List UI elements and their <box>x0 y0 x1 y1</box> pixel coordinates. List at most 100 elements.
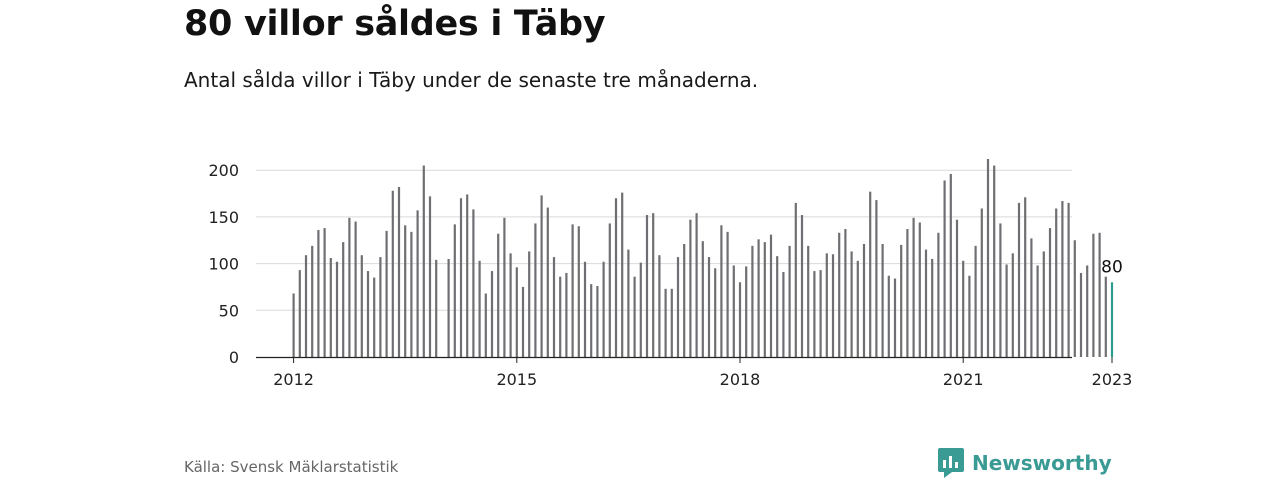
y-tick-label: 50 <box>219 301 239 320</box>
bar <box>583 261 587 357</box>
bar <box>596 286 599 357</box>
bar <box>373 277 376 357</box>
y-tick-label: 200 <box>208 161 239 180</box>
bar <box>689 219 692 357</box>
bar <box>794 202 797 357</box>
bar <box>800 215 804 357</box>
gridlines <box>256 169 1072 311</box>
bar <box>1086 265 1089 357</box>
bar <box>1030 238 1033 357</box>
bar <box>639 262 642 357</box>
annotations: 80 <box>1101 257 1123 277</box>
bar <box>968 275 971 357</box>
bar <box>980 208 983 357</box>
bar <box>354 221 357 357</box>
bar <box>497 233 500 357</box>
bar <box>472 209 475 357</box>
bar <box>1024 197 1027 357</box>
bar <box>900 244 903 357</box>
bar <box>664 288 667 357</box>
bar <box>937 232 940 357</box>
bar <box>714 268 717 357</box>
bar <box>416 210 419 357</box>
bar <box>1005 264 1008 357</box>
bar <box>850 251 853 357</box>
bar <box>645 215 649 357</box>
bar <box>559 276 562 357</box>
bar <box>1042 251 1045 357</box>
bar <box>627 249 630 357</box>
bar <box>831 254 835 357</box>
bar <box>379 257 382 357</box>
bars <box>292 158 1114 357</box>
bar <box>385 230 388 357</box>
bar <box>1104 276 1107 357</box>
bar <box>534 223 537 357</box>
bar <box>943 180 946 357</box>
bar <box>962 260 965 357</box>
bar <box>707 257 711 357</box>
bar <box>726 231 729 357</box>
bar <box>701 241 704 357</box>
bar <box>447 258 450 357</box>
bar <box>466 194 469 357</box>
x-tick-label: 2015 <box>496 370 537 389</box>
bar <box>521 286 525 357</box>
bar <box>410 231 413 357</box>
bar <box>887 275 890 357</box>
newsworthy-logo-icon <box>938 448 964 478</box>
bar <box>360 255 363 357</box>
bar-highlight <box>1110 282 1114 357</box>
bar <box>311 245 314 357</box>
y-tick-label: 150 <box>208 208 239 227</box>
bar <box>869 191 872 357</box>
bar <box>422 165 425 357</box>
bar <box>323 228 326 357</box>
bar <box>490 271 494 357</box>
bar <box>298 270 301 357</box>
x-tick-label: 2018 <box>720 370 761 389</box>
bar <box>993 165 996 357</box>
bar <box>1048 228 1052 357</box>
bar <box>428 196 432 357</box>
bar <box>292 293 295 357</box>
bar <box>986 158 990 357</box>
bar <box>1098 232 1101 357</box>
bar <box>819 270 822 357</box>
bar <box>856 260 859 357</box>
bar <box>931 258 934 357</box>
brand-name: Newsworthy <box>972 451 1112 475</box>
bar <box>683 243 686 357</box>
bar <box>540 195 543 357</box>
bar <box>565 272 568 357</box>
bar <box>484 293 487 357</box>
bar <box>515 267 518 357</box>
bar <box>782 272 785 357</box>
bar-chart: 0 50 100 150 200 2012 2015 2018 2021 2023 80 <box>208 158 1132 389</box>
bar <box>404 225 407 357</box>
bar <box>924 249 928 357</box>
x-axis: 2012 2015 2018 2021 2023 <box>256 356 1132 389</box>
bar <box>974 245 977 357</box>
bar <box>397 187 401 357</box>
bar <box>1079 272 1083 357</box>
bar <box>329 257 332 357</box>
bar <box>459 198 463 357</box>
last-value-label: 80 <box>1101 257 1123 277</box>
bar <box>912 217 915 357</box>
chart-title: 80 villor såldes i Täby <box>184 4 606 44</box>
bar <box>658 255 661 357</box>
bar <box>391 190 394 357</box>
bar <box>1036 265 1039 357</box>
bar <box>825 253 828 357</box>
bar <box>918 222 921 357</box>
bar <box>608 223 611 357</box>
bar <box>1017 202 1021 357</box>
bar <box>1055 208 1058 357</box>
bar <box>552 257 556 357</box>
bar <box>478 260 481 357</box>
bar <box>366 271 370 357</box>
bar <box>788 245 791 357</box>
bar <box>614 198 618 357</box>
x-tick-label: 2021 <box>943 370 984 389</box>
